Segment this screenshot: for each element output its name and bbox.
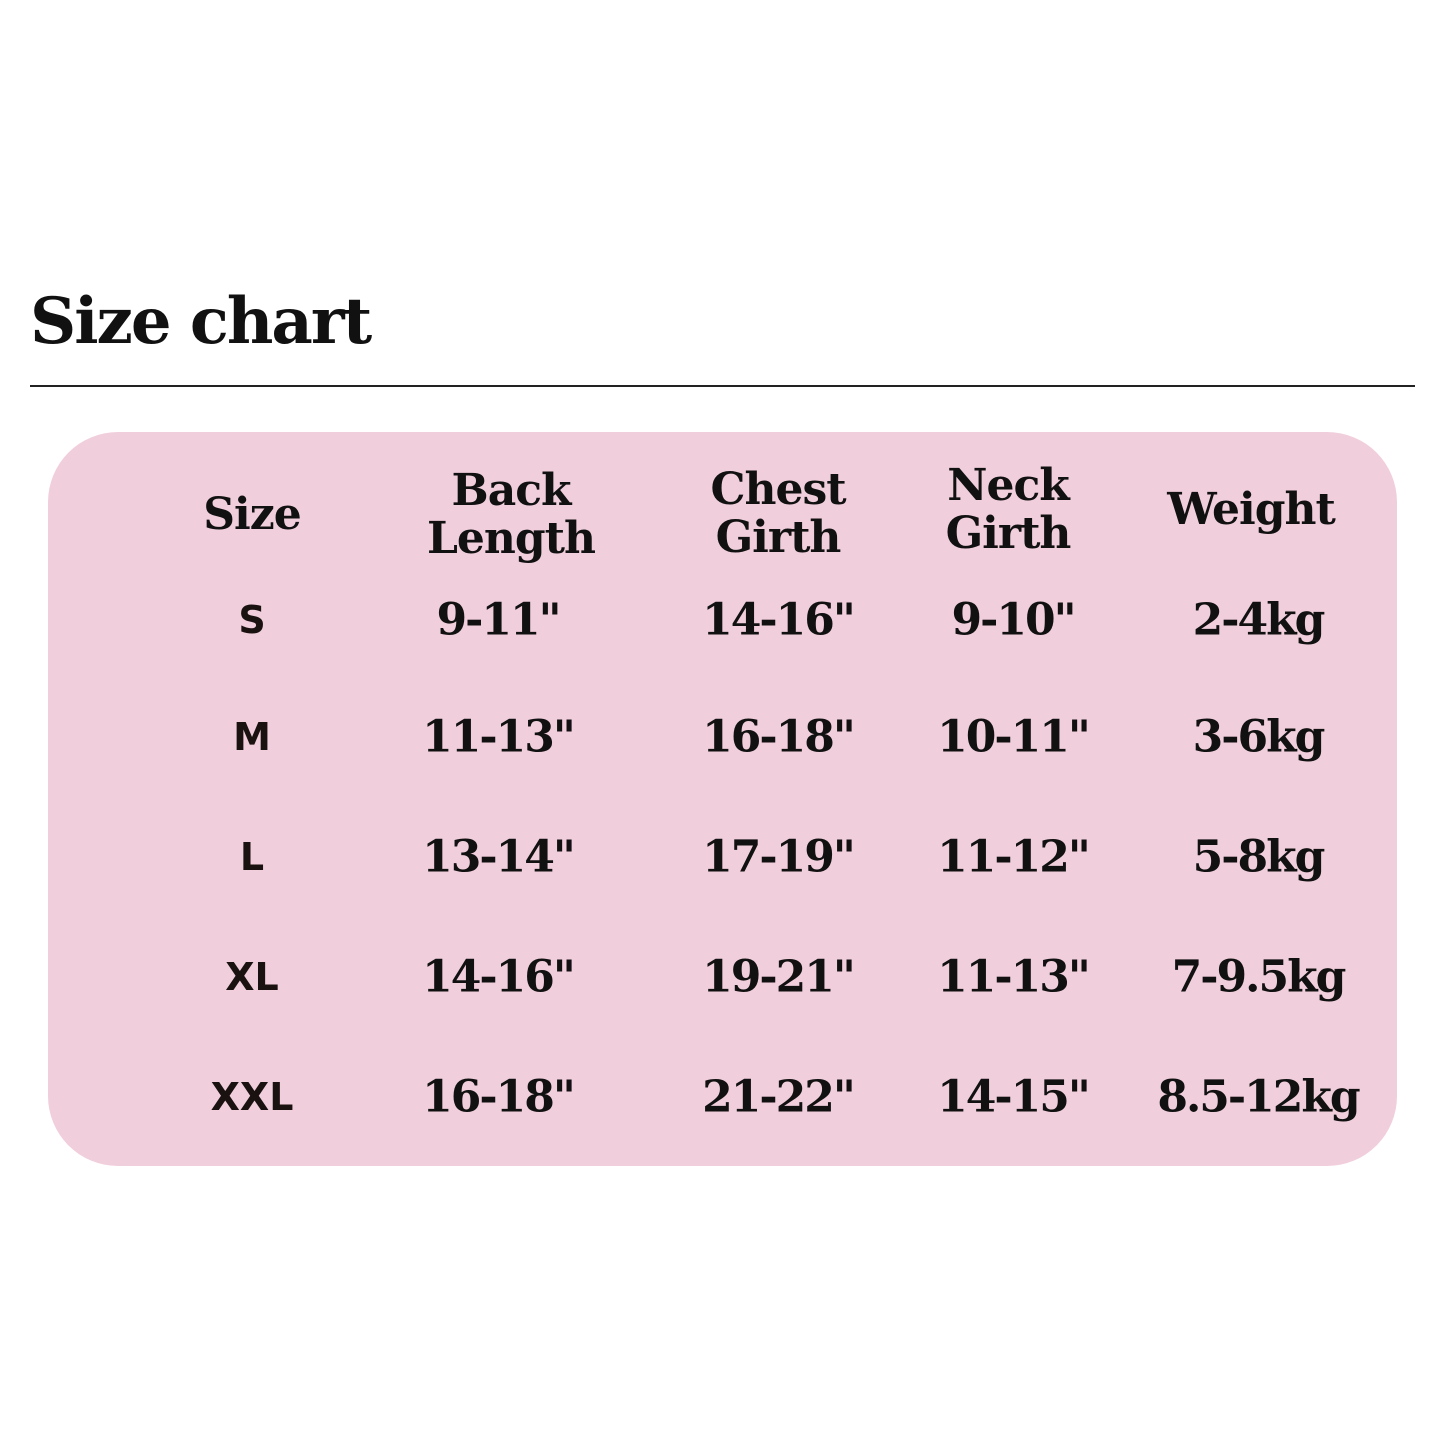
divider [30,385,1415,387]
header-text: Size [203,489,301,540]
cell-back-length: 13-14" [422,831,576,883]
header-text: Girth [945,508,1072,559]
cell-chest-girth: 19-21" [702,951,856,1003]
cell-neck-girth: 11-13" [937,951,1091,1003]
cell-weight: 7-9.5kg [1171,951,1347,1003]
header-text: Weight [1167,484,1336,535]
cell-size: L [239,835,265,879]
cell-size: XXL [210,1075,294,1119]
header-size: Size [203,489,301,540]
cell-weight: 3-6kg [1192,711,1326,763]
cell-size: XL [225,955,279,999]
page-title: Size chart [30,284,372,359]
header-text: Chest [710,464,846,515]
cell-chest-girth: 17-19" [702,831,856,883]
cell-neck-girth: 10-11" [937,711,1091,763]
header-text: Neck [947,460,1069,511]
cell-neck-girth: 14-15" [937,1071,1091,1123]
cell-weight: 8.5-12kg [1157,1071,1360,1123]
cell-chest-girth: 16-18" [702,711,856,763]
cell-back-length: 14-16" [422,951,576,1003]
header-text: Back [451,465,572,516]
cell-chest-girth: 14-16" [702,594,856,646]
cell-back-length: 11-13" [422,711,576,763]
header-text: Length [426,513,596,564]
cell-neck-girth: 9-10" [951,594,1076,646]
cell-weight: 5-8kg [1192,831,1326,883]
cell-chest-girth: 21-22" [702,1071,856,1123]
header-text: Girth [715,512,842,563]
header-chest-girth: Chest Girth [710,464,846,563]
cell-back-length: 16-18" [422,1071,576,1123]
header-back-length: Back Length [426,465,596,564]
cell-weight: 2-4kg [1192,594,1326,646]
cell-back-length: 9-11" [436,594,561,646]
header-neck-girth: Neck Girth [945,460,1072,559]
size-table: Size Back Length Chest Girth Neck Girth Weight S… [48,432,1397,1166]
cell-size: M [233,715,271,759]
cell-neck-girth: 11-12" [937,831,1091,883]
cell-size: S [238,598,266,642]
header-weight: Weight [1167,484,1336,535]
